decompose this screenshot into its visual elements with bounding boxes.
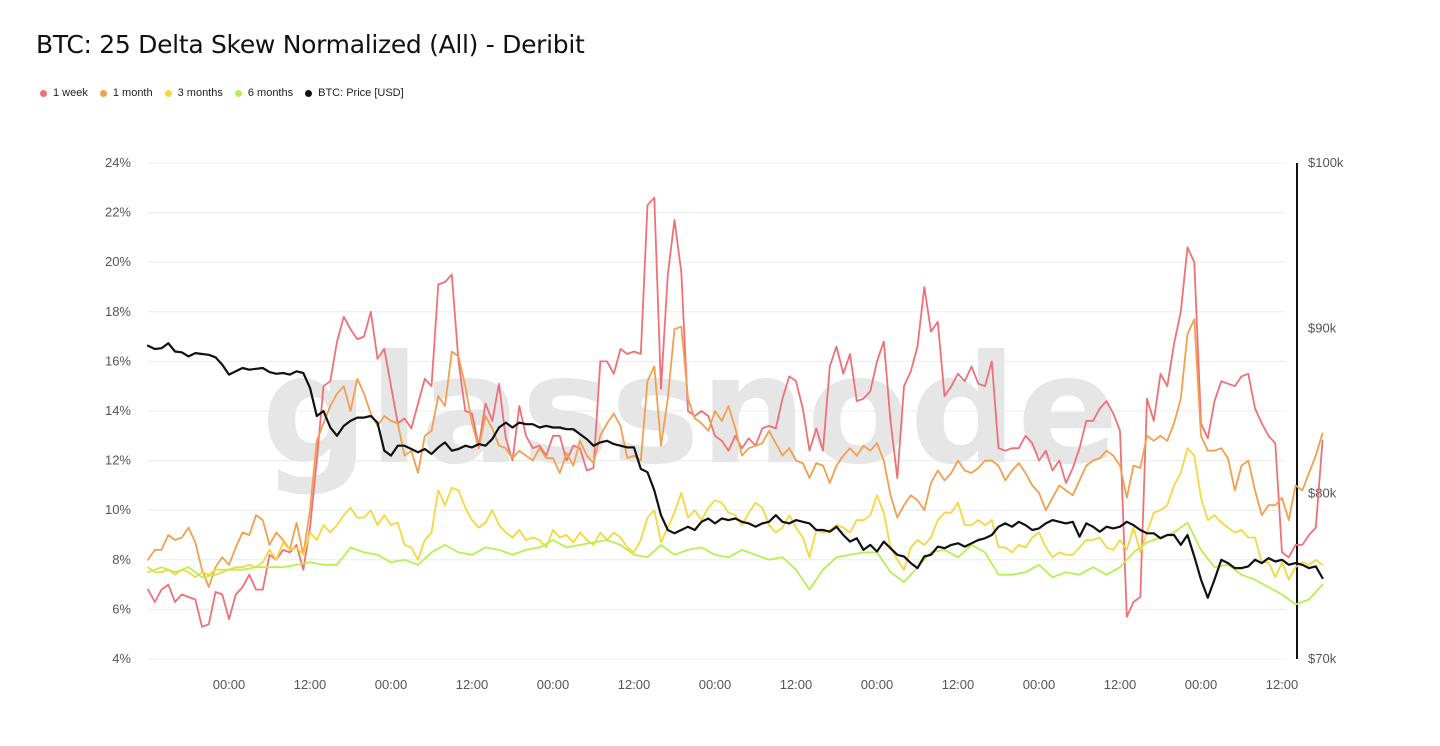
x-tick-label: 00:00 <box>375 677 408 692</box>
x-tick-label: 12:00 <box>942 677 975 692</box>
watermark: glassnode <box>261 324 1119 498</box>
legend-label: 1 month <box>112 87 153 99</box>
chart-title: BTC: 25 Delta Skew Normalized (All) - De… <box>36 30 585 59</box>
x-tick-label: 12:00 <box>1266 677 1299 692</box>
series-line-2 <box>147 447 1324 581</box>
y-left-tick-label: 16% <box>105 353 131 368</box>
y-left-tick-label: 20% <box>105 254 131 269</box>
y-right-tick-label: $90k <box>1308 320 1337 335</box>
legend-label: 1 week <box>53 87 88 99</box>
legend-dot-icon <box>164 89 172 97</box>
legend-dot-icon <box>234 89 242 97</box>
y-left-tick-label: 8% <box>112 552 131 567</box>
legend-item[interactable]: BTC: Price [USD] <box>305 87 404 99</box>
x-tick-label: 00:00 <box>1185 677 1218 692</box>
y-left-tick-label: 12% <box>105 453 131 468</box>
x-tick-label: 00:00 <box>213 677 246 692</box>
legend: 1 week 1 month 3 months 6 months BTC: Price … <box>40 87 404 99</box>
legend-label: 6 months <box>247 87 294 99</box>
x-tick-label: 00:00 <box>699 677 732 692</box>
y-left-tick-label: 4% <box>112 651 131 666</box>
legend-dot-icon <box>40 89 47 97</box>
x-tick-label: 12:00 <box>456 677 489 692</box>
x-tick-label: 12:00 <box>618 677 651 692</box>
x-tick-label: 12:00 <box>294 677 327 692</box>
legend-dot-icon <box>305 89 313 97</box>
x-tick-label: 12:00 <box>780 677 813 692</box>
series-line-3 <box>147 521 1324 606</box>
x-tick-label: 00:00 <box>1023 677 1056 692</box>
legend-item[interactable]: 1 week <box>40 87 88 99</box>
legend-dot-icon <box>99 89 107 97</box>
legend-label: BTC: Price [USD] <box>318 87 404 99</box>
legend-item[interactable]: 3 months <box>164 87 223 99</box>
y-right-tick-label: $80k <box>1308 486 1337 501</box>
y-right-tick-label: $100k <box>1308 155 1344 170</box>
x-tick-label: 12:00 <box>1104 677 1137 692</box>
y-left-tick-label: 18% <box>105 304 131 319</box>
y-left-tick-label: 14% <box>105 403 131 418</box>
y-right-tick-label: $70k <box>1308 651 1337 666</box>
legend-item[interactable]: 1 month <box>99 87 153 99</box>
x-tick-label: 00:00 <box>537 677 570 692</box>
y-left-tick-label: 10% <box>105 502 131 517</box>
legend-label: 3 months <box>177 87 223 99</box>
series-line-1 <box>147 318 1324 588</box>
x-tick-label: 00:00 <box>861 677 894 692</box>
y-left-tick-label: 22% <box>105 205 131 220</box>
y-left-tick-label: 24% <box>105 155 131 170</box>
y-left-tick-label: 6% <box>112 601 131 616</box>
series-line-4 <box>146 342 1324 599</box>
legend-item[interactable]: 6 months <box>234 87 294 99</box>
